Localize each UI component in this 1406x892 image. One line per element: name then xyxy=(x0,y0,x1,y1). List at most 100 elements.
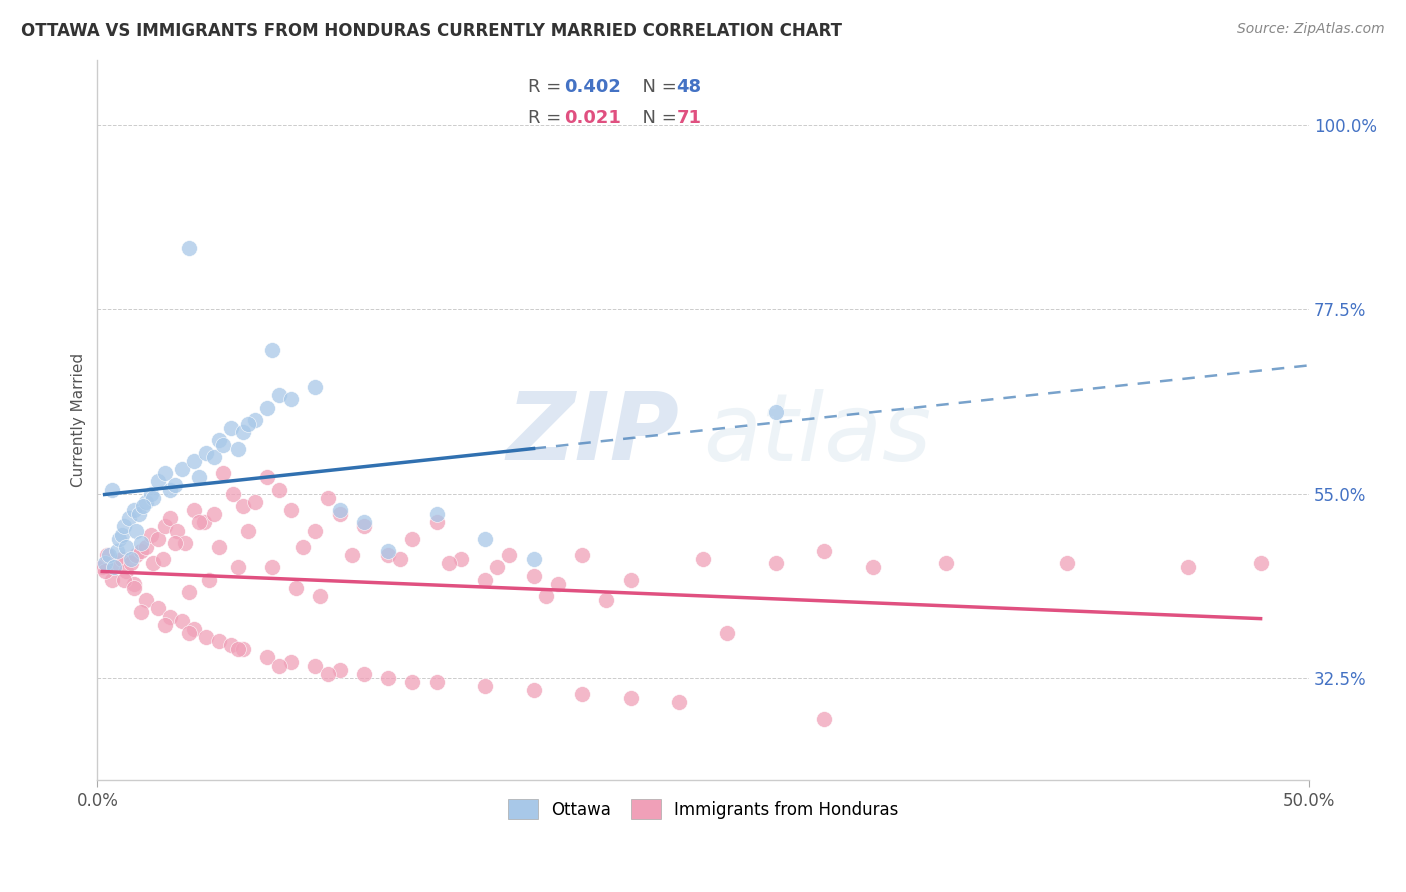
Point xyxy=(146,532,169,546)
Point xyxy=(118,511,141,525)
Point xyxy=(163,478,186,492)
Point xyxy=(547,576,569,591)
Point xyxy=(668,696,690,710)
Point xyxy=(862,560,884,574)
Point xyxy=(101,483,124,497)
Point xyxy=(207,540,229,554)
Point xyxy=(120,556,142,570)
Point xyxy=(243,413,266,427)
Point xyxy=(226,560,249,574)
Point xyxy=(207,434,229,448)
Point xyxy=(486,560,509,574)
Point xyxy=(122,581,145,595)
Point xyxy=(280,655,302,669)
Point xyxy=(96,548,118,562)
Point xyxy=(226,442,249,456)
Point xyxy=(198,573,221,587)
Point xyxy=(183,454,205,468)
Text: 0.402: 0.402 xyxy=(564,78,620,96)
Point xyxy=(353,516,375,530)
Point xyxy=(195,630,218,644)
Point xyxy=(120,552,142,566)
Point xyxy=(112,573,135,587)
Text: 71: 71 xyxy=(676,109,702,127)
Point xyxy=(450,552,472,566)
Point xyxy=(110,527,132,541)
Point xyxy=(243,495,266,509)
Point xyxy=(426,507,449,521)
Point xyxy=(765,556,787,570)
Point xyxy=(172,614,194,628)
Text: 48: 48 xyxy=(676,78,702,96)
Point xyxy=(93,565,115,579)
Point xyxy=(179,241,201,255)
Point xyxy=(765,405,787,419)
Point xyxy=(222,486,245,500)
Point xyxy=(522,568,544,582)
Point xyxy=(110,552,132,566)
Point xyxy=(474,573,496,587)
Point xyxy=(129,606,152,620)
Point xyxy=(125,548,148,562)
Point xyxy=(135,495,157,509)
Point xyxy=(232,425,254,440)
Point xyxy=(353,666,375,681)
Point xyxy=(139,527,162,541)
Point xyxy=(219,421,242,435)
Point xyxy=(304,524,326,538)
Point xyxy=(152,552,174,566)
Point xyxy=(692,552,714,566)
Legend: Ottawa, Immigrants from Honduras: Ottawa, Immigrants from Honduras xyxy=(501,792,905,826)
Point xyxy=(571,548,593,562)
Point xyxy=(304,380,326,394)
Point xyxy=(135,540,157,554)
Text: OTTAWA VS IMMIGRANTS FROM HONDURAS CURRENTLY MARRIED CORRELATION CHART: OTTAWA VS IMMIGRANTS FROM HONDURAS CURRE… xyxy=(21,22,842,40)
Point xyxy=(340,548,363,562)
Point xyxy=(105,556,128,570)
Point xyxy=(236,417,259,431)
Point xyxy=(115,540,138,554)
Point xyxy=(142,491,165,505)
Text: R =: R = xyxy=(527,78,567,96)
Point xyxy=(401,675,423,690)
Point xyxy=(202,507,225,521)
Point xyxy=(212,466,235,480)
Point xyxy=(128,507,150,521)
Point xyxy=(125,524,148,538)
Point xyxy=(813,544,835,558)
Text: Source: ZipAtlas.com: Source: ZipAtlas.com xyxy=(1237,22,1385,37)
Point xyxy=(142,556,165,570)
Point xyxy=(226,642,249,657)
Point xyxy=(269,388,291,402)
Text: atlas: atlas xyxy=(703,389,931,480)
Point xyxy=(159,511,181,525)
Text: R =: R = xyxy=(527,109,567,127)
Point xyxy=(183,503,205,517)
Point xyxy=(112,519,135,533)
Point xyxy=(316,666,339,681)
Point xyxy=(207,634,229,648)
Point xyxy=(256,650,278,665)
Point xyxy=(115,565,138,579)
Point xyxy=(813,712,835,726)
Point xyxy=(280,503,302,517)
Text: ZIP: ZIP xyxy=(506,388,679,481)
Point xyxy=(522,552,544,566)
Point xyxy=(103,560,125,574)
Point xyxy=(122,576,145,591)
Point xyxy=(236,524,259,538)
Point xyxy=(474,532,496,546)
Point xyxy=(139,486,162,500)
Point xyxy=(172,462,194,476)
Point xyxy=(571,687,593,701)
Point xyxy=(202,450,225,464)
Point xyxy=(426,516,449,530)
Point xyxy=(1056,556,1078,570)
Point xyxy=(195,446,218,460)
Point xyxy=(146,601,169,615)
Point xyxy=(329,663,352,677)
Point xyxy=(437,556,460,570)
Point xyxy=(377,544,399,558)
Point xyxy=(426,675,449,690)
Point xyxy=(122,503,145,517)
